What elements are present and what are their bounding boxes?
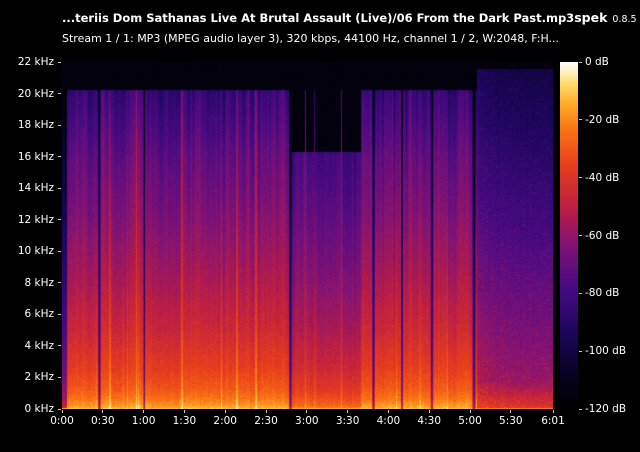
db-axis-tick	[579, 177, 582, 179]
time-axis-tick	[428, 410, 430, 413]
time-axis-label: 6:01	[541, 415, 565, 427]
time-axis-tick	[61, 410, 63, 413]
db-axis-label: -80 dB	[585, 287, 620, 300]
freq-axis-tick	[58, 345, 61, 347]
time-axis-label: 4:00	[376, 415, 401, 427]
freq-axis-label: 2 kHz	[24, 371, 54, 384]
time-axis-label: 2:00	[213, 415, 237, 427]
freq-axis-tick	[58, 376, 61, 378]
time-axis-label: 4:30	[417, 415, 442, 427]
colorbar-canvas	[560, 62, 578, 409]
stream-info: Stream 1 / 1: MP3 (MPEG audio layer 3), …	[62, 32, 560, 45]
freq-axis-label: 0 kHz	[24, 403, 54, 415]
db-axis-label: -20 dB	[585, 113, 620, 126]
time-axis-label: 2:30	[254, 415, 278, 427]
app-version: 0.8.5	[612, 14, 637, 25]
time-axis-tick	[306, 410, 308, 413]
db-axis-tick	[579, 61, 582, 63]
freq-axis-label: 6 kHz	[24, 308, 54, 321]
db-axis-label: 0 dB	[585, 56, 609, 68]
freq-axis-tick	[58, 408, 61, 410]
freq-axis-tick	[58, 250, 61, 252]
db-axis-tick	[579, 119, 582, 121]
freq-axis-tick	[58, 187, 61, 189]
file-title: ...teriis Dom Sathanas Live At Brutal As…	[62, 11, 575, 25]
freq-axis-label: 12 kHz	[17, 213, 54, 226]
db-axis-label: -120 dB	[585, 403, 627, 415]
time-axis-label: 5:00	[458, 415, 482, 427]
time-axis-tick	[469, 410, 471, 413]
freq-axis-tick	[58, 282, 61, 284]
header: ...teriis Dom Sathanas Live At Brutal As…	[62, 7, 637, 26]
freq-axis-label: 18 kHz	[17, 119, 54, 132]
freq-axis-label: 8 kHz	[24, 276, 54, 289]
time-axis-label: 0:00	[50, 415, 74, 427]
app-name: spek	[574, 10, 608, 25]
time-axis-tick	[265, 410, 267, 413]
time-axis-label: 1:00	[131, 415, 156, 427]
freq-axis-label: 22 kHz	[17, 56, 54, 68]
db-axis-tick	[579, 235, 582, 236]
time-axis-tick	[347, 410, 349, 413]
time-axis-label: 3:30	[335, 415, 360, 427]
time-axis-tick	[510, 410, 512, 413]
freq-axis-tick	[58, 93, 61, 95]
freq-axis-tick	[58, 61, 61, 63]
time-axis-tick	[102, 410, 104, 413]
time-axis-tick	[183, 410, 185, 413]
db-axis-tick	[579, 408, 582, 410]
freq-axis-tick	[58, 219, 61, 221]
time-axis-label: 5:30	[499, 415, 523, 427]
db-axis-tick	[579, 292, 582, 294]
db-axis-tick	[579, 350, 582, 352]
time-axis-label: 3:00	[295, 415, 319, 427]
time-axis-label: 0:30	[91, 415, 115, 427]
db-axis-label: -60 dB	[585, 229, 620, 242]
spectrogram-canvas	[62, 62, 553, 409]
freq-axis-label: 20 kHz	[17, 87, 54, 100]
time-axis-tick	[143, 410, 145, 413]
freq-axis-label: 4 kHz	[24, 339, 54, 352]
app-brand: spek 0.8.5	[574, 7, 636, 26]
db-axis-label: -40 dB	[585, 171, 620, 184]
freq-axis-tick	[58, 313, 61, 315]
time-axis-tick	[224, 410, 226, 413]
freq-axis-label: 10 kHz	[17, 245, 54, 258]
db-axis-label: -100 dB	[585, 345, 627, 358]
freq-axis-label: 16 kHz	[17, 150, 54, 163]
freq-axis-tick	[58, 124, 61, 126]
time-axis-tick	[552, 410, 554, 413]
freq-axis-label: 14 kHz	[17, 182, 54, 195]
time-axis-tick	[387, 410, 389, 413]
freq-axis-tick	[58, 156, 61, 158]
time-axis-label: 1:30	[172, 415, 197, 427]
